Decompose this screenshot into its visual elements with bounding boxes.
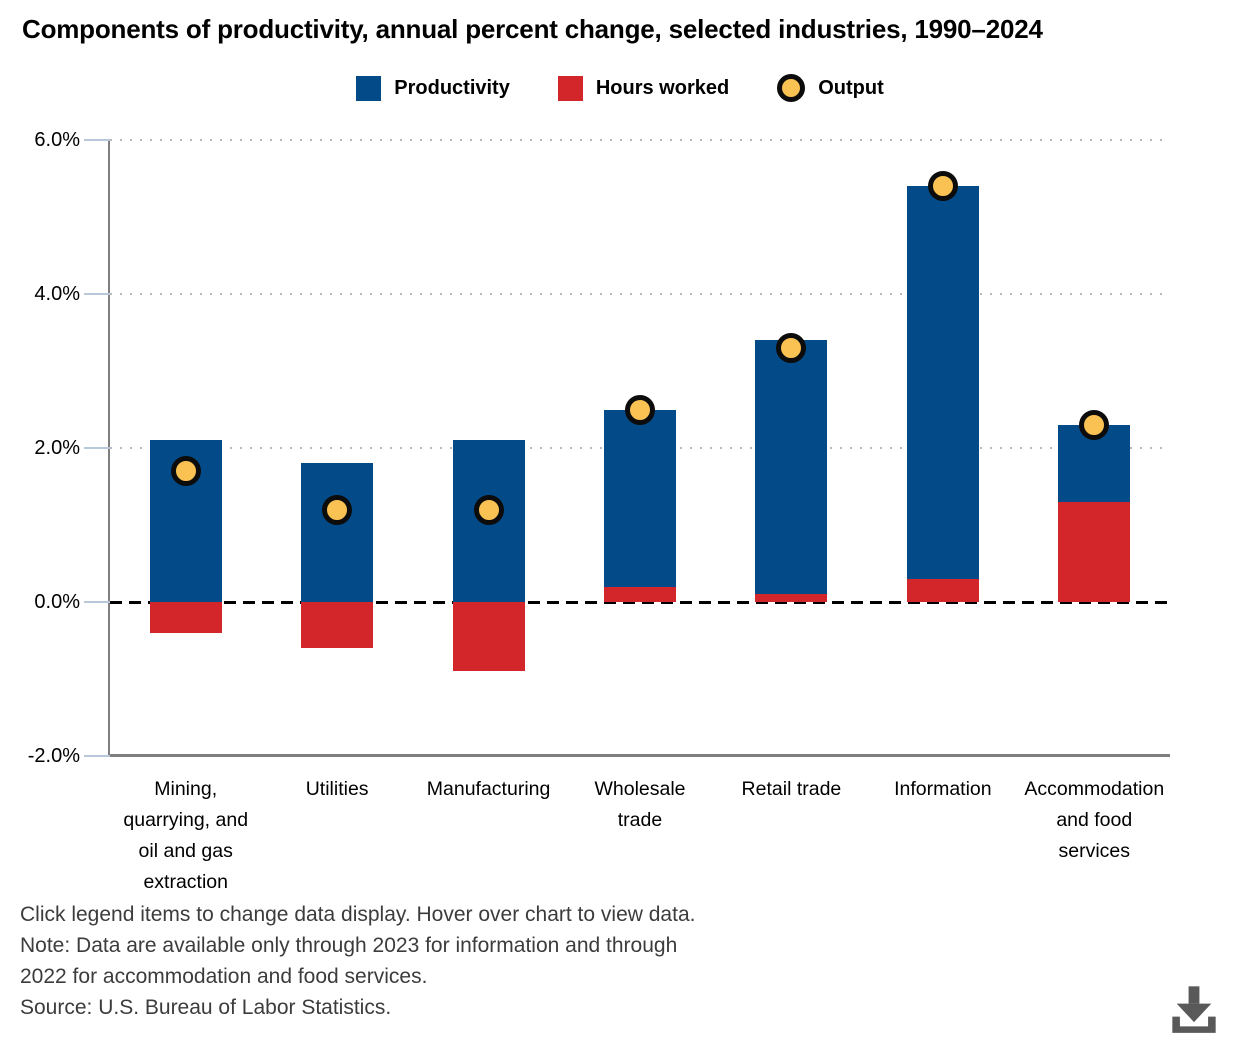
plot-area [110,139,1170,756]
bar-productivity[interactable] [301,463,374,602]
download-button[interactable] [1168,982,1220,1034]
bar-productivity[interactable] [604,409,676,587]
bar-hours-worked[interactable] [452,602,525,672]
output-marker[interactable] [776,332,807,363]
y-tick-label: 0.0% [34,591,80,613]
zero-line [110,601,1170,604]
y-tick-label: 6.0% [34,129,80,151]
output-marker[interactable] [625,394,655,425]
output-marker[interactable] [1079,409,1110,440]
legend-label: Hours worked [595,76,730,99]
legend-item-hours-worked[interactable]: Hours worked [557,75,730,101]
x-category-label: Retail trade [741,778,842,800]
x-category-label: Information [894,778,992,800]
bar-hours-worked[interactable] [1058,501,1131,602]
bar-hours-worked[interactable] [604,586,676,602]
legend-item-output[interactable]: Output [777,74,884,102]
x-category-label: Mining, quarrying, and oil and gas extracti… [123,778,249,893]
y-axis-tick [84,601,110,603]
x-category-label: Manufacturing [426,778,551,800]
gridline-4.0% [110,293,1170,295]
bar-productivity[interactable] [755,340,828,595]
output-marker[interactable] [473,494,504,525]
bar-hours-worked[interactable] [301,602,374,649]
y-axis-tick [84,139,110,141]
chart-legend: Productivity Hours worked Output [0,72,1240,104]
download-icon [1172,986,1216,1033]
interaction-hint: Click legend items to change data displa… [20,903,696,926]
chart-footer: Click legend items to change data displa… [20,899,920,1023]
legend-circle-swatch [777,74,806,102]
legend-label: Productivity [394,76,510,99]
y-axis-tick [84,447,110,449]
gridline-6.0% [110,139,1170,141]
legend-label: Output [818,76,884,99]
output-marker[interactable] [170,456,201,487]
y-axis-tick [84,293,110,295]
output-marker[interactable] [322,494,353,525]
source-line: Source: U.S. Bureau of Labor Statistics. [20,996,392,1019]
x-category-label: Accommodation and food services [1024,778,1165,862]
legend-square-swatch [557,75,583,101]
output-marker[interactable] [927,171,958,202]
bar-productivity[interactable] [906,186,979,579]
bar-hours-worked[interactable] [906,578,979,602]
bar-hours-worked[interactable] [149,602,222,633]
chart-title: Components of productivity, annual perce… [22,14,1043,44]
y-tick-label: -2.0% [27,745,80,767]
note-line-2: 2022 for accommodation and food services… [20,965,428,988]
legend-item-productivity[interactable]: Productivity [356,75,510,101]
bar-hours-worked[interactable] [755,594,828,602]
x-category-label: Utilities [305,778,369,800]
x-category-label: Wholesale trade [594,778,686,831]
note-line-1: Note: Data are available only through 20… [20,934,678,957]
y-axis-tick [84,755,110,757]
legend-square-swatch [356,75,382,101]
y-tick-label: 4.0% [34,283,80,305]
x-axis-line [108,754,1170,757]
y-tick-label: 2.0% [34,437,80,459]
